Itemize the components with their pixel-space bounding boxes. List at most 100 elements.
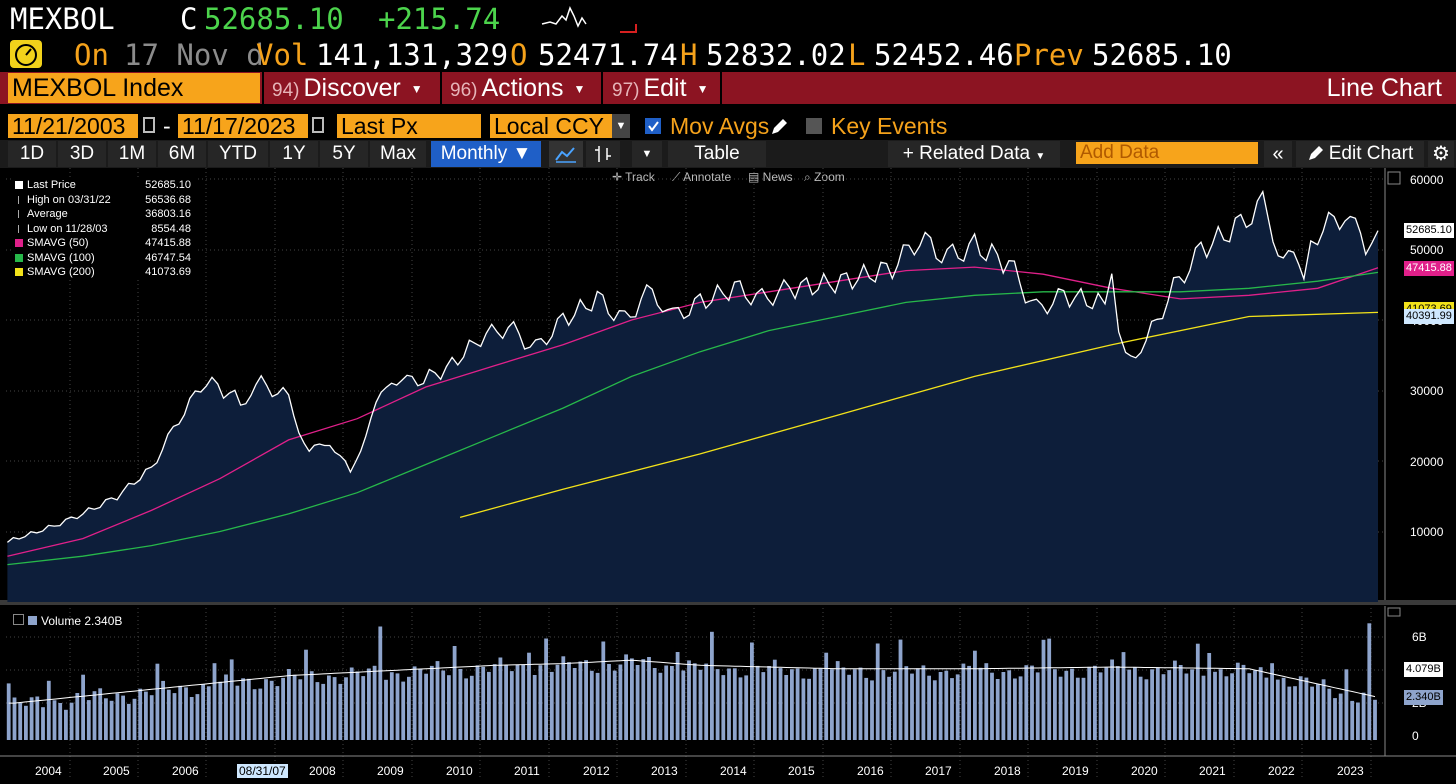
price-line bbox=[6, 189, 1379, 543]
volume-bar bbox=[750, 642, 754, 740]
volume-bar bbox=[1230, 673, 1234, 740]
chevron-down-icon: ▼ bbox=[573, 82, 586, 97]
volume-bar bbox=[241, 678, 245, 740]
volume-bar bbox=[458, 669, 463, 740]
range-max-button[interactable]: Max bbox=[370, 141, 426, 167]
price-tick: 20000 bbox=[1410, 455, 1444, 469]
gear-icon[interactable]: ⚙ bbox=[1428, 141, 1454, 167]
volume-bar bbox=[532, 675, 537, 740]
collapse-icon[interactable]: « bbox=[1264, 141, 1292, 167]
line-chart-icon[interactable] bbox=[549, 141, 583, 167]
pencil-icon[interactable] bbox=[768, 116, 790, 138]
x-tick-label: 2010 bbox=[446, 764, 473, 778]
volume-bar bbox=[121, 695, 125, 740]
key-events-checkbox[interactable] bbox=[806, 118, 822, 134]
zoom-tool[interactable]: ⌕ Zoom bbox=[804, 170, 845, 184]
volume-bar bbox=[915, 668, 920, 740]
volume-bar bbox=[1350, 700, 1355, 740]
volume-bar bbox=[1064, 670, 1069, 740]
table-button[interactable]: Table bbox=[668, 141, 766, 167]
low-value: 52452.46 bbox=[874, 38, 1014, 72]
range-6m-button[interactable]: 6M bbox=[158, 141, 206, 167]
range-1m-button[interactable]: 1M bbox=[108, 141, 156, 167]
edit-menu[interactable]: 97) Edit ▼ bbox=[612, 72, 708, 104]
collapse-box-icon[interactable] bbox=[13, 614, 24, 625]
volume-bar bbox=[647, 657, 651, 740]
x-tick-label: 2020 bbox=[1131, 764, 1158, 778]
related-data-button[interactable]: + Related Data ▼ bbox=[888, 141, 1060, 167]
legend-row: High on 03/31/22 56536.68 bbox=[13, 193, 195, 208]
volume-bar bbox=[1070, 668, 1074, 740]
volume-bar bbox=[927, 675, 931, 740]
volume-bar bbox=[1133, 667, 1137, 740]
end-date-input[interactable]: 11/17/2023 bbox=[178, 114, 308, 138]
volume-bar bbox=[12, 697, 17, 740]
news-tool-label: News bbox=[762, 170, 793, 184]
volume-bar bbox=[1310, 686, 1314, 740]
volume-bar bbox=[332, 677, 337, 740]
volume-bar bbox=[492, 664, 497, 740]
x-tick-label: 2017 bbox=[925, 764, 952, 778]
price-tick: 50000 bbox=[1410, 243, 1444, 257]
range-1y-button[interactable]: 1Y bbox=[270, 141, 318, 167]
volume-bar bbox=[910, 673, 914, 740]
chevron-down-icon[interactable]: ▼ bbox=[612, 114, 630, 138]
gauge-icon[interactable] bbox=[10, 40, 42, 68]
volume-bar bbox=[1264, 677, 1269, 740]
range-1d-button[interactable]: 1D bbox=[8, 141, 56, 167]
volume-bar bbox=[875, 643, 880, 740]
periodicity-select[interactable]: Monthly ▼ bbox=[431, 141, 541, 167]
track-tool-label: Track bbox=[625, 170, 655, 184]
x-tick-label: 2008 bbox=[309, 764, 336, 778]
volume-bar bbox=[321, 683, 326, 740]
start-date-input[interactable]: 11/21/2003 bbox=[8, 114, 138, 138]
range-3d-button[interactable]: 3D bbox=[58, 141, 106, 167]
volume-bar bbox=[1161, 674, 1166, 740]
edit-chart-button[interactable]: Edit Chart bbox=[1296, 141, 1424, 167]
annotate-tool[interactable]: ⟋ Annotate bbox=[672, 170, 732, 184]
volume-bar bbox=[212, 663, 217, 740]
actions-shortcut: 96) bbox=[450, 80, 478, 101]
security-field[interactable]: MEXBOL Index bbox=[8, 73, 260, 103]
range-5y-button[interactable]: 5Y bbox=[320, 141, 368, 167]
volume-bar bbox=[206, 686, 211, 740]
volume-bar bbox=[790, 669, 794, 740]
volume-bar bbox=[555, 664, 560, 740]
price-volume-chart[interactable] bbox=[0, 168, 1456, 784]
add-data-input[interactable]: Add Data bbox=[1076, 142, 1258, 164]
chevron-down-icon[interactable]: ▼ bbox=[632, 141, 662, 167]
volume-bar bbox=[955, 674, 960, 740]
mov-avgs-checkbox[interactable] bbox=[645, 118, 661, 134]
volume-bar bbox=[41, 707, 45, 740]
zoom-box-icon bbox=[1387, 607, 1401, 617]
volume-bar bbox=[950, 678, 954, 740]
volume-bar bbox=[527, 652, 531, 740]
prev-label: Prev bbox=[1014, 38, 1084, 72]
currency-select[interactable]: Local CCY bbox=[490, 114, 612, 138]
volume-legend: Volume 2.340B bbox=[13, 614, 122, 628]
calendar-icon[interactable] bbox=[143, 117, 155, 133]
volume-bar bbox=[1275, 679, 1280, 740]
edit-chart-label: Edit Chart bbox=[1328, 143, 1414, 164]
volume-bar bbox=[584, 660, 588, 740]
range-ytd-button[interactable]: YTD bbox=[208, 141, 268, 167]
bar-chart-icon[interactable] bbox=[586, 141, 620, 167]
volume-bar bbox=[58, 703, 63, 740]
volume-bar bbox=[378, 626, 383, 740]
volume-bar bbox=[1298, 676, 1303, 740]
chevron-down-icon: ▼ bbox=[410, 82, 423, 97]
menu-divider bbox=[440, 72, 442, 104]
zoom-tool-label: Zoom bbox=[814, 170, 845, 184]
volume-bar bbox=[881, 670, 886, 740]
legend-swatch bbox=[18, 224, 20, 233]
discover-menu[interactable]: 94) Discover ▼ bbox=[272, 72, 423, 104]
volume-bar bbox=[144, 691, 148, 740]
calendar-icon[interactable] bbox=[312, 117, 324, 133]
actions-menu[interactable]: 96) Actions ▼ bbox=[450, 72, 585, 104]
discover-shortcut: 94) bbox=[272, 80, 300, 101]
intraday-chart-icon bbox=[620, 24, 637, 33]
legend-row: Low on 11/28/03 8554.48 bbox=[13, 222, 195, 237]
volume-bar bbox=[264, 679, 268, 740]
field-input[interactable]: Last Px bbox=[337, 114, 481, 138]
volume-bar bbox=[698, 669, 703, 740]
